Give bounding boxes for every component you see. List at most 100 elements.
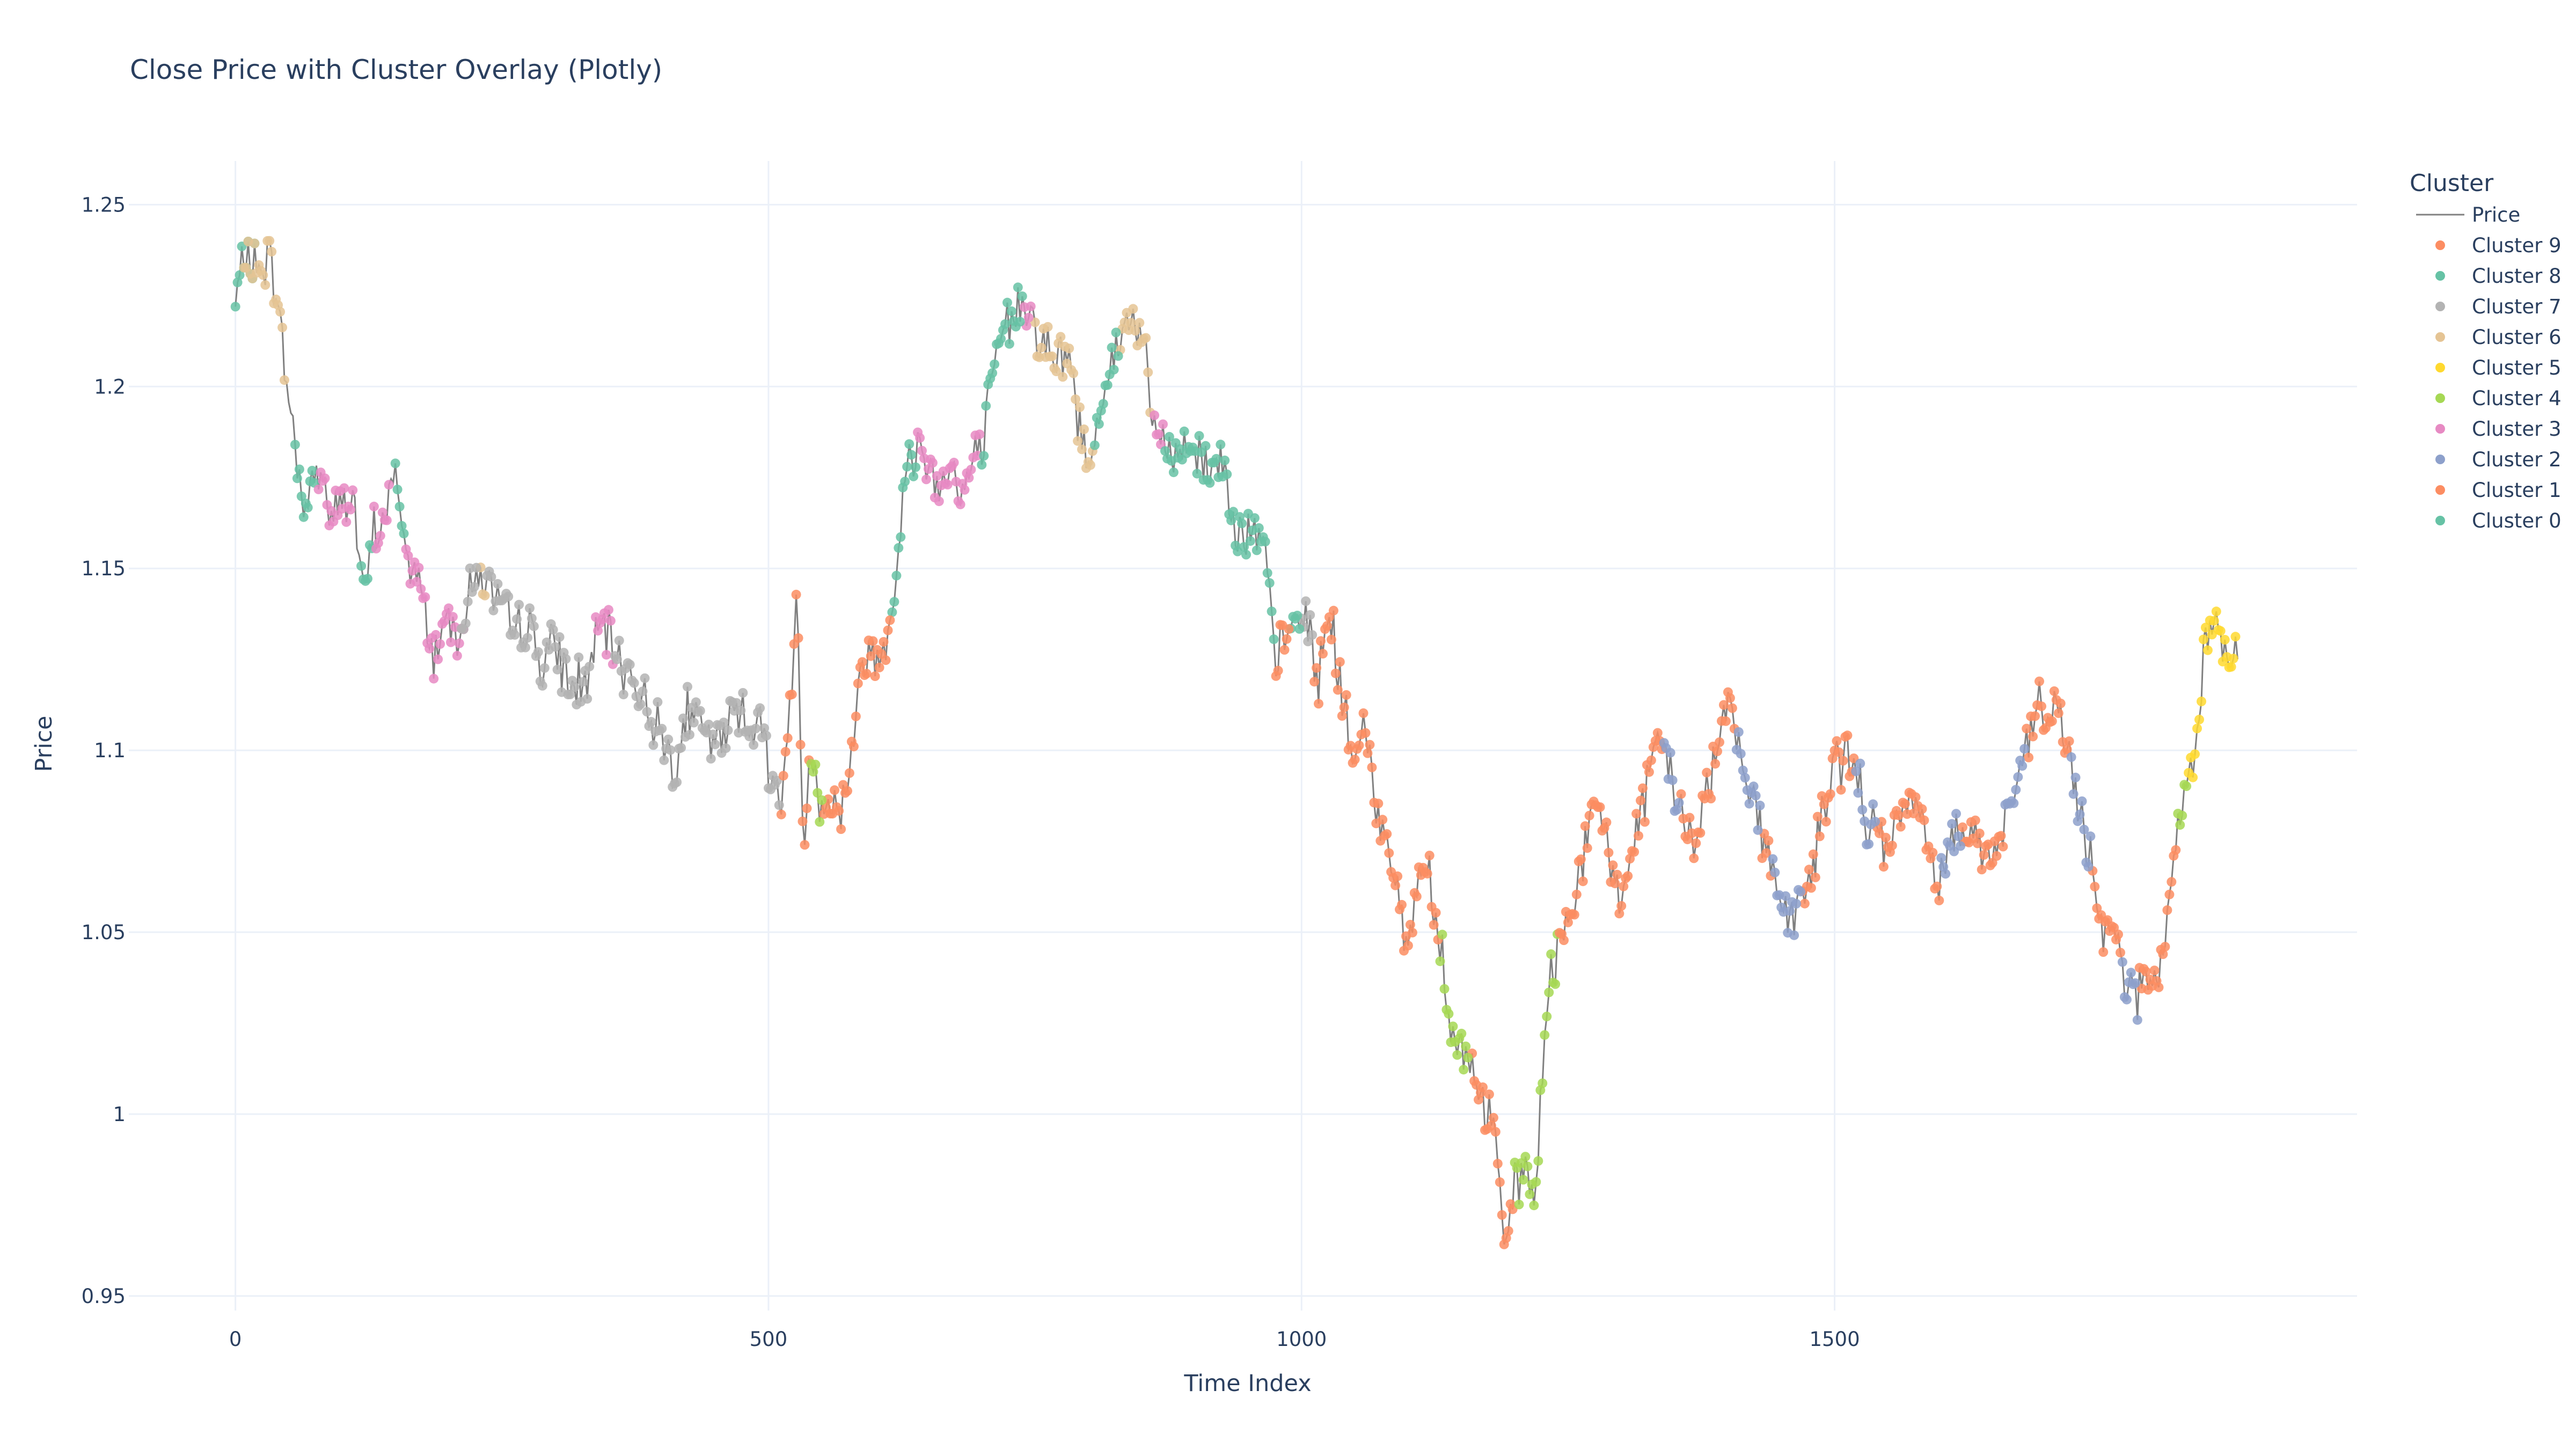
cluster-point	[780, 747, 791, 757]
cluster-point	[1307, 630, 1318, 640]
cluster-point	[429, 674, 439, 684]
cluster-point	[1531, 1177, 1541, 1187]
x-tick-labels: 0 500 1000 1500	[229, 1328, 1860, 1351]
cluster-point	[512, 614, 522, 624]
cluster-point	[2035, 676, 2044, 686]
cluster-point	[2194, 714, 2204, 724]
cluster-point	[1832, 736, 1842, 746]
cluster-point	[1335, 657, 1345, 667]
cluster-point	[795, 740, 806, 750]
cluster-point	[1956, 841, 1965, 851]
grid-lines	[129, 161, 2357, 1311]
cluster-point	[1058, 372, 1068, 382]
cluster-point	[1733, 727, 1744, 737]
cluster-point	[843, 786, 852, 796]
legend-item[interactable]: Cluster 7	[2435, 295, 2562, 318]
cluster-point	[1158, 419, 1168, 429]
cluster-point	[1836, 785, 1846, 795]
cluster-point	[375, 531, 385, 541]
legend-item[interactable]: Cluster 3	[2435, 418, 2562, 441]
cluster-point	[1211, 453, 1221, 464]
cluster-point	[1546, 949, 1556, 959]
cluster-point	[614, 635, 624, 646]
cluster-point	[1107, 342, 1117, 353]
cluster-point	[1533, 1156, 1543, 1166]
cluster-point	[2230, 632, 2241, 642]
cluster-point	[1604, 847, 1614, 858]
cluster-point	[523, 633, 532, 643]
cluster-point	[1781, 891, 1791, 901]
cluster-point	[793, 633, 803, 643]
cluster-point	[260, 280, 270, 290]
cluster-point	[1842, 730, 1853, 741]
cluster-point	[292, 473, 302, 484]
cluster-point	[1154, 429, 1164, 439]
cluster-point	[2200, 623, 2211, 633]
cluster-point	[2085, 831, 2096, 841]
cluster-point	[990, 359, 1000, 369]
cluster-point	[1337, 711, 1347, 721]
cluster-point	[2158, 949, 2168, 959]
cluster-point	[503, 591, 514, 602]
legend-item[interactable]: Cluster 5	[2435, 356, 2562, 379]
cluster-point	[851, 711, 861, 721]
cluster-point	[706, 753, 716, 764]
cluster-point	[265, 236, 275, 246]
cluster-point	[574, 652, 584, 662]
cluster-point	[1685, 813, 1695, 823]
legend-item[interactable]: Cluster 0	[2435, 509, 2562, 532]
x-tick-label: 500	[750, 1328, 788, 1351]
legend-item[interactable]: Cluster 8	[2435, 265, 2562, 288]
legend-item[interactable]: Cluster 1	[2435, 479, 2562, 502]
cluster-point	[638, 686, 648, 697]
cluster-point	[554, 632, 565, 642]
cluster-point	[1459, 1065, 1469, 1075]
cluster-point	[2202, 645, 2213, 655]
cluster-point	[1077, 444, 1087, 455]
cluster-point	[1932, 881, 1942, 891]
cluster-point	[1126, 318, 1136, 328]
cluster-point	[1864, 839, 1874, 849]
cluster-point	[836, 824, 846, 834]
legend-item[interactable]: Price	[2416, 203, 2520, 226]
cluster-point	[444, 603, 453, 613]
legend-item[interactable]: Cluster 4	[2435, 387, 2562, 410]
cluster-point	[1312, 663, 1322, 673]
cluster-point	[550, 642, 560, 652]
cluster-point	[1064, 343, 1074, 354]
cluster-point	[463, 597, 473, 606]
cluster-point	[1538, 1078, 1548, 1088]
cluster-point	[1851, 766, 1861, 777]
cluster-point	[1614, 909, 1624, 919]
cluster-point	[552, 664, 562, 675]
cluster-point	[1612, 869, 1622, 880]
cluster-point	[1755, 800, 1765, 810]
cluster-point	[977, 460, 987, 470]
cluster-point	[1825, 789, 1835, 799]
cluster-point	[1917, 804, 1927, 814]
cluster-series-cluster-1	[1555, 676, 2181, 995]
cluster-point	[1721, 716, 1731, 726]
legend-item[interactable]: Cluster 2	[2435, 448, 2562, 471]
cluster-point	[755, 703, 765, 713]
cluster-point	[1616, 901, 1627, 911]
cluster-point	[1463, 1052, 1473, 1063]
cluster-point	[296, 491, 306, 501]
cluster-point	[2068, 789, 2079, 799]
cluster-point	[774, 800, 784, 810]
y-tick-label: 1	[113, 1103, 126, 1126]
cluster-point	[1484, 1089, 1494, 1100]
cluster-point	[1674, 797, 1684, 808]
cluster-point	[1393, 871, 1403, 881]
x-tick-label: 1500	[1809, 1328, 1860, 1351]
legend-item[interactable]: Cluster 9	[2435, 234, 2562, 257]
cluster-point	[2017, 761, 2028, 771]
legend-item-label: Cluster 2	[2472, 448, 2562, 471]
cluster-point	[672, 777, 682, 787]
legend-item[interactable]: Cluster 6	[2435, 326, 2562, 349]
cluster-series-cluster-5	[2184, 606, 2241, 782]
legend-marker-swatch	[2435, 240, 2445, 250]
cluster-point	[565, 689, 575, 699]
cluster-point	[2209, 616, 2219, 626]
cluster-point	[917, 445, 927, 456]
